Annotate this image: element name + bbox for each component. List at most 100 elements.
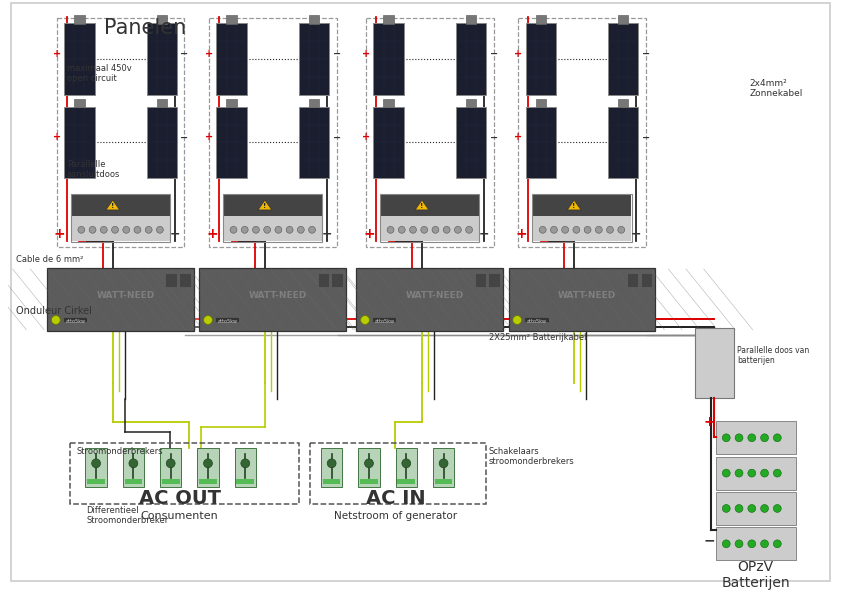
FancyBboxPatch shape	[71, 215, 170, 242]
Polygon shape	[415, 200, 429, 210]
FancyBboxPatch shape	[381, 195, 479, 215]
Circle shape	[89, 226, 96, 233]
FancyBboxPatch shape	[235, 448, 256, 487]
FancyBboxPatch shape	[224, 215, 322, 242]
FancyBboxPatch shape	[383, 15, 394, 24]
Text: −: −	[180, 133, 188, 142]
Text: +: +	[514, 49, 522, 59]
Circle shape	[539, 226, 546, 233]
Circle shape	[722, 434, 730, 441]
FancyBboxPatch shape	[321, 448, 342, 487]
FancyBboxPatch shape	[381, 215, 479, 242]
Text: Consumenten: Consumenten	[140, 511, 219, 521]
Circle shape	[722, 540, 730, 548]
Circle shape	[387, 226, 394, 233]
FancyBboxPatch shape	[216, 107, 246, 178]
Bar	[236, 479, 254, 484]
FancyBboxPatch shape	[533, 195, 631, 215]
Circle shape	[51, 315, 61, 324]
FancyBboxPatch shape	[466, 15, 476, 24]
Circle shape	[618, 226, 625, 233]
Text: Panelen: Panelen	[104, 18, 187, 37]
Circle shape	[774, 505, 781, 512]
Circle shape	[402, 459, 410, 468]
Text: +: +	[206, 227, 218, 240]
FancyBboxPatch shape	[536, 99, 546, 107]
FancyBboxPatch shape	[395, 448, 417, 487]
Text: Parallelle
aansluitdoos: Parallelle aansluitdoos	[66, 160, 120, 180]
Circle shape	[735, 434, 743, 441]
Circle shape	[134, 226, 141, 233]
Circle shape	[735, 505, 743, 512]
Text: +: +	[205, 133, 213, 142]
Circle shape	[748, 469, 756, 477]
Circle shape	[748, 505, 756, 512]
Circle shape	[595, 226, 602, 233]
Circle shape	[129, 459, 138, 468]
FancyBboxPatch shape	[123, 448, 144, 487]
Text: +: +	[363, 227, 375, 240]
Text: Onduleur Cirkel: Onduleur Cirkel	[16, 306, 92, 316]
Text: atto5kw: atto5kw	[66, 320, 86, 324]
FancyBboxPatch shape	[357, 268, 503, 331]
Text: OPzV
Batterijen: OPzV Batterijen	[722, 559, 790, 590]
Polygon shape	[567, 200, 581, 210]
Circle shape	[298, 226, 304, 233]
FancyBboxPatch shape	[226, 99, 237, 107]
FancyBboxPatch shape	[716, 421, 796, 455]
Circle shape	[399, 226, 405, 233]
FancyBboxPatch shape	[526, 23, 556, 95]
Circle shape	[562, 226, 569, 233]
FancyBboxPatch shape	[299, 23, 329, 95]
Text: !: !	[111, 202, 114, 208]
Circle shape	[443, 226, 450, 233]
FancyBboxPatch shape	[299, 107, 329, 178]
Circle shape	[167, 459, 175, 468]
FancyBboxPatch shape	[64, 23, 94, 95]
FancyBboxPatch shape	[608, 23, 638, 95]
Text: −: −	[642, 49, 650, 59]
Text: !: !	[263, 202, 267, 208]
Circle shape	[309, 226, 315, 233]
Circle shape	[735, 469, 743, 477]
FancyBboxPatch shape	[318, 273, 329, 287]
Text: !: !	[420, 202, 424, 208]
FancyBboxPatch shape	[383, 99, 394, 107]
FancyBboxPatch shape	[608, 107, 638, 178]
Circle shape	[361, 315, 369, 324]
Circle shape	[410, 226, 416, 233]
FancyBboxPatch shape	[641, 273, 652, 287]
FancyBboxPatch shape	[224, 195, 322, 215]
Text: Cable de 6 mm²: Cable de 6 mm²	[16, 255, 83, 264]
Circle shape	[420, 226, 428, 233]
Circle shape	[252, 226, 259, 233]
Circle shape	[112, 226, 119, 233]
Bar	[360, 479, 378, 484]
Circle shape	[100, 226, 108, 233]
Circle shape	[123, 226, 130, 233]
FancyBboxPatch shape	[373, 23, 404, 95]
Circle shape	[760, 540, 769, 548]
Circle shape	[275, 226, 282, 233]
Text: −: −	[321, 227, 332, 240]
Circle shape	[454, 226, 462, 233]
Bar	[199, 479, 217, 484]
FancyBboxPatch shape	[74, 99, 85, 107]
Text: WATT-NEED: WATT-NEED	[97, 291, 155, 300]
FancyBboxPatch shape	[618, 99, 628, 107]
FancyBboxPatch shape	[433, 448, 454, 487]
Text: +: +	[362, 133, 370, 142]
Text: −: −	[631, 227, 641, 240]
Circle shape	[241, 226, 248, 233]
Circle shape	[722, 505, 730, 512]
FancyBboxPatch shape	[474, 273, 486, 287]
Circle shape	[551, 226, 558, 233]
FancyBboxPatch shape	[331, 273, 343, 287]
FancyBboxPatch shape	[509, 268, 655, 331]
Circle shape	[573, 226, 579, 233]
FancyBboxPatch shape	[160, 448, 182, 487]
FancyBboxPatch shape	[226, 15, 237, 24]
Text: +: +	[54, 227, 66, 240]
Text: Netstroom of generator: Netstroom of generator	[334, 511, 457, 521]
FancyBboxPatch shape	[533, 215, 631, 242]
